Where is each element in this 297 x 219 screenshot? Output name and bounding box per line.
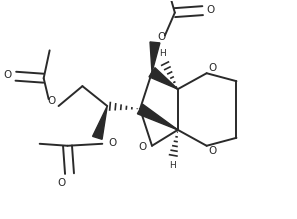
Text: O: O	[158, 32, 166, 42]
Text: O: O	[57, 178, 66, 187]
Text: H: H	[159, 49, 166, 58]
Polygon shape	[149, 68, 178, 89]
Polygon shape	[150, 42, 160, 72]
Text: O: O	[48, 96, 56, 106]
Text: H: H	[170, 161, 176, 170]
Text: O: O	[206, 5, 215, 15]
Text: O: O	[108, 138, 116, 148]
Text: O: O	[208, 63, 217, 73]
Text: O: O	[138, 142, 146, 152]
Text: O: O	[4, 70, 12, 80]
Polygon shape	[93, 106, 107, 139]
Polygon shape	[138, 104, 178, 130]
Text: O: O	[208, 146, 217, 156]
